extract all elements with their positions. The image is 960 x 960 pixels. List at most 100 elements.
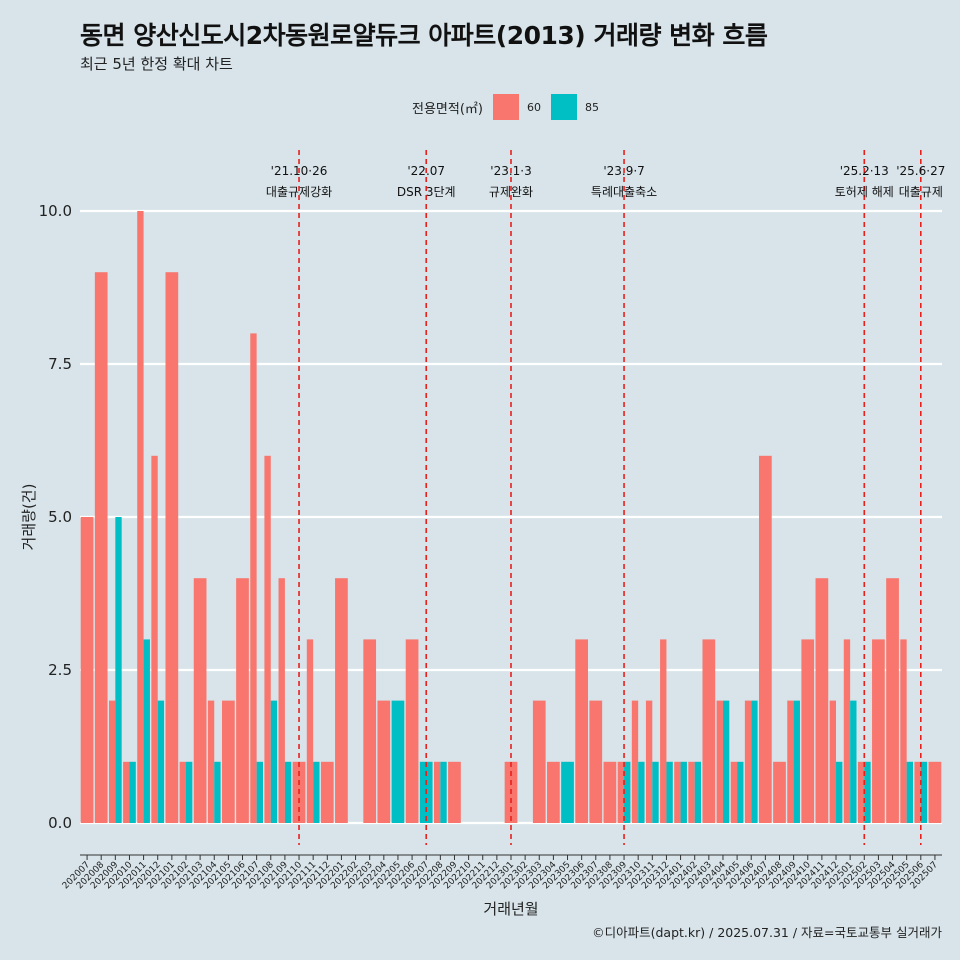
bar-85-202109	[284, 761, 292, 823]
bar-60-202103	[193, 578, 207, 823]
bar-85-202012	[157, 700, 165, 823]
legend-swatch-60	[492, 94, 519, 120]
bar-60-202407	[759, 455, 772, 823]
event-date-label: '25.2·13	[840, 164, 889, 178]
bar-60-202506	[914, 761, 921, 823]
bar-60-202501	[843, 639, 851, 823]
bar-60-202403	[702, 639, 716, 823]
bar-60-202208	[433, 761, 441, 823]
bar-85-202412	[836, 761, 843, 823]
y-axis-label: 거래량(건)	[20, 484, 38, 551]
bar-85-202505	[906, 761, 914, 823]
bar-85-202010	[129, 761, 136, 823]
event-desc-label: 대출규제강화	[266, 185, 332, 199]
bar-85-202404	[722, 700, 730, 823]
bar-60-202312	[660, 639, 667, 823]
bar-60-202307	[589, 700, 603, 823]
bar-60-202412	[829, 700, 837, 823]
event-desc-label: 규제완화	[489, 185, 533, 199]
bar-60-202111	[306, 639, 314, 823]
y-tick-label: 10.0	[39, 202, 72, 220]
bar-60-202011	[137, 211, 144, 823]
y-tick-label: 0.0	[48, 814, 72, 832]
event-desc-label: 특례대출축소	[591, 185, 657, 199]
bar-85-202310	[638, 761, 645, 823]
event-date-label: '22.07	[407, 164, 445, 178]
bar-60-202505	[900, 639, 907, 823]
bar-60-202201	[335, 578, 348, 823]
bar-60-202010	[123, 761, 130, 823]
event-date-label: '21.10·26	[271, 164, 328, 178]
event-date-label: '25.6·27	[896, 164, 945, 178]
bar-85-202205	[391, 700, 405, 823]
bar-60-202007	[80, 517, 94, 823]
bar-85-202104	[214, 761, 221, 823]
bar-60-202101	[165, 272, 179, 823]
bar-85-202011	[143, 639, 150, 823]
event-desc-label: 대출규제	[899, 185, 943, 199]
bar-85-202311	[652, 761, 659, 823]
bar-60-202405	[730, 761, 738, 823]
bar-60-202009	[108, 700, 116, 823]
event-desc-label: 토허제 해제	[835, 185, 894, 199]
bar-60-202303	[532, 700, 546, 823]
bar-60-202502	[857, 761, 865, 823]
bar-60-202408	[773, 761, 786, 823]
bar-85-202402	[694, 761, 702, 823]
bar-60-202206	[405, 639, 419, 823]
bar-60-202209	[448, 761, 461, 823]
y-tick-label: 5.0	[48, 508, 72, 526]
bar-85-202107	[256, 761, 263, 823]
bar-85-202506	[920, 761, 928, 823]
legend: 전용면적(㎡) 60 85	[412, 93, 609, 121]
bar-85-202305	[561, 761, 574, 823]
bar-60-202402	[688, 761, 695, 823]
bar-85-202312	[666, 761, 673, 823]
bar-85-202108	[270, 700, 278, 823]
bar-60-202410	[801, 639, 815, 823]
bar-60-202404	[716, 700, 723, 823]
bar-60-202008	[94, 272, 108, 823]
bar-60-202406	[744, 700, 752, 823]
bar-60-202401	[674, 761, 681, 823]
bars	[80, 211, 942, 823]
bar-60-202204	[377, 700, 391, 823]
y-tick-label: 2.5	[48, 661, 72, 679]
bar-60-202311	[645, 700, 653, 823]
bar-85-202401	[680, 761, 687, 823]
bar-60-202411	[815, 578, 829, 823]
bar-60-202109	[278, 578, 285, 823]
bar-60-202409	[787, 700, 794, 823]
chart-title: 동면 양산신도시2차동원로얄듀크 아파트(2013) 거래량 변화 흐름	[80, 21, 768, 50]
event-lines	[298, 150, 922, 845]
chart-subtitle: 최근 5년 한정 확대 차트	[80, 55, 233, 73]
event-date-label: '23.9·7	[603, 164, 644, 178]
bar-85-202009	[115, 517, 122, 823]
source-caption: ©디아파트(dapt.kr) / 2025.07.31 / 자료=국토교통부 실…	[592, 925, 942, 940]
bar-60-202504	[886, 578, 899, 823]
event-date-label: '23.1·3	[490, 164, 531, 178]
bar-60-202304	[547, 761, 560, 823]
bar-60-202012	[151, 455, 158, 823]
y-tick-label: 7.5	[48, 355, 72, 373]
bar-60-202104	[207, 700, 215, 823]
bar-85-202111	[313, 761, 320, 823]
bar-85-202501	[850, 700, 857, 823]
bar-60-202107	[250, 333, 257, 823]
x-axis-label: 거래년월	[483, 900, 538, 918]
bar-60-202105	[222, 700, 235, 823]
bar-85-202309	[624, 761, 631, 823]
legend-label-60: 60	[526, 100, 541, 114]
bar-85-202406	[751, 700, 758, 823]
bar-60-202112	[320, 761, 334, 823]
bar-60-202106	[236, 578, 249, 823]
legend-title: 전용면적(㎡)	[412, 101, 483, 117]
legend-label-85: 85	[584, 100, 599, 114]
bar-60-202308	[603, 761, 617, 823]
bar-60-202102	[179, 761, 186, 823]
bar-60-202108	[264, 455, 271, 823]
event-desc-label: DSR 3단계	[397, 185, 456, 199]
bar-60-202309	[617, 761, 625, 823]
bar-60-202503	[872, 639, 885, 823]
bar-85-202208	[440, 761, 447, 823]
